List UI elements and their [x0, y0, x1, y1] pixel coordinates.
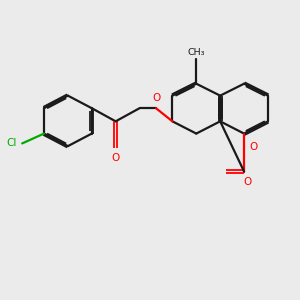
Text: CH₃: CH₃	[188, 47, 205, 56]
Text: O: O	[112, 153, 120, 163]
Text: O: O	[244, 177, 252, 187]
Text: O: O	[249, 142, 258, 152]
Text: Cl: Cl	[6, 138, 17, 148]
Text: O: O	[152, 93, 161, 103]
